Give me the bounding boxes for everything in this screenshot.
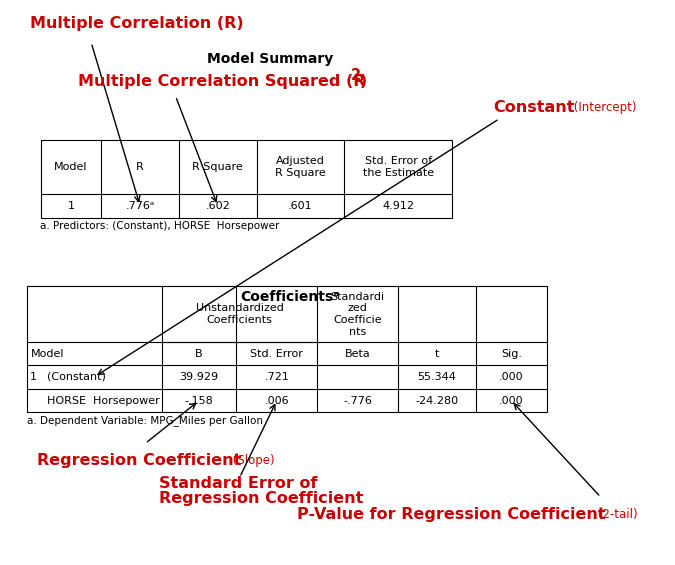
- Text: Model: Model: [30, 349, 64, 359]
- Text: Coefficientsᵃ: Coefficientsᵃ: [240, 290, 340, 303]
- Text: a. Dependent Variable: MPG_Miles per Gallon: a. Dependent Variable: MPG_Miles per Gal…: [27, 415, 263, 427]
- Text: Std. Error: Std. Error: [250, 349, 303, 359]
- Text: t: t: [435, 349, 439, 359]
- Text: .776ᵃ: .776ᵃ: [126, 201, 155, 211]
- Text: ): ): [360, 75, 367, 89]
- Text: Constant: Constant: [493, 100, 574, 115]
- Bar: [27, 286, 547, 412]
- Text: Model: Model: [54, 162, 88, 172]
- Text: Unstandardized
Coefficients: Unstandardized Coefficients: [196, 303, 284, 325]
- Text: R: R: [136, 162, 144, 172]
- Text: Beta: Beta: [345, 349, 371, 359]
- Text: .000: .000: [499, 396, 524, 406]
- Text: (Intercept): (Intercept): [570, 101, 637, 114]
- Text: .000: .000: [499, 372, 524, 382]
- Text: .602: .602: [205, 201, 230, 211]
- Text: Model Summary: Model Summary: [207, 53, 333, 66]
- Text: R Square: R Square: [192, 162, 243, 172]
- Bar: [40, 140, 452, 218]
- Text: .006: .006: [265, 396, 289, 406]
- Text: P-Value for Regression Coefficient: P-Value for Regression Coefficient: [297, 507, 605, 521]
- Text: Regression Coefficient: Regression Coefficient: [37, 453, 242, 468]
- Text: -24.280: -24.280: [416, 396, 458, 406]
- Text: (2-tail): (2-tail): [594, 507, 638, 521]
- Text: Adjusted
R Square: Adjusted R Square: [275, 156, 326, 178]
- Text: Multiple Correlation Squared (R: Multiple Correlation Squared (R: [78, 75, 365, 89]
- Text: -.158: -.158: [185, 396, 213, 406]
- Text: 39.929: 39.929: [180, 372, 219, 382]
- Text: HORSE  Horsepower: HORSE Horsepower: [47, 396, 160, 406]
- Text: 1: 1: [68, 201, 74, 211]
- Text: 1: 1: [30, 372, 36, 382]
- Text: (Constant): (Constant): [47, 372, 106, 382]
- Text: Sig.: Sig.: [501, 349, 522, 359]
- Text: (Slope): (Slope): [230, 454, 275, 467]
- Text: Standardi
zed
Coefficie
nts: Standardi zed Coefficie nts: [331, 292, 385, 337]
- Text: Regression Coefficient: Regression Coefficient: [159, 491, 363, 506]
- Text: 55.344: 55.344: [418, 372, 456, 382]
- Text: Std. Error of
the Estimate: Std. Error of the Estimate: [362, 156, 434, 178]
- Text: .721: .721: [265, 372, 289, 382]
- Text: Standard Error of: Standard Error of: [159, 476, 317, 490]
- Text: 4.912: 4.912: [382, 201, 414, 211]
- Text: Multiple Correlation (R): Multiple Correlation (R): [30, 16, 244, 31]
- Text: 2: 2: [351, 68, 361, 82]
- Text: B: B: [195, 349, 203, 359]
- Text: -.776: -.776: [344, 396, 372, 406]
- Text: .601: .601: [288, 201, 313, 211]
- Text: a. Predictors: (Constant), HORSE  Horsepower: a. Predictors: (Constant), HORSE Horsepo…: [40, 221, 280, 231]
